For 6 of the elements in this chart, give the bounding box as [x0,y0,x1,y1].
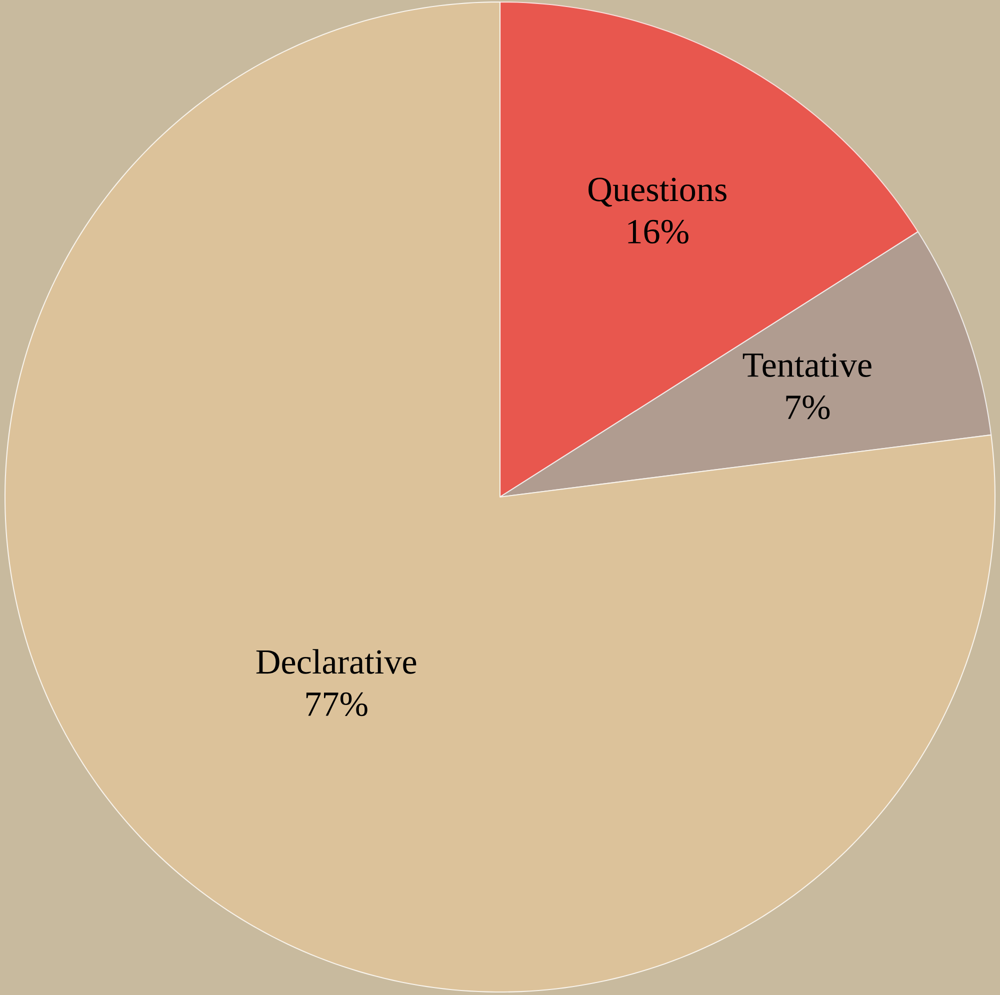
data-label: 16% [628,220,688,244]
slice-label: Tentative [742,353,872,377]
slice-label: Declarative [256,649,416,674]
data-label: 7% [786,395,830,420]
data-label: 77% [306,692,368,716]
slice-label: Questions [588,178,726,207]
